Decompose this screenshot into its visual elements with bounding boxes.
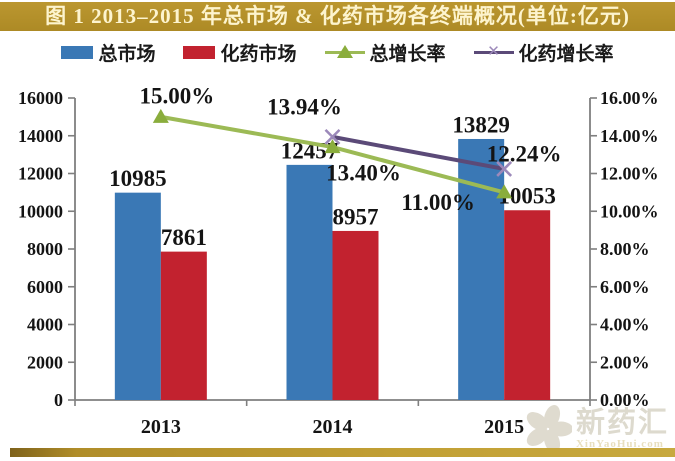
y-axis-tick-label: 12000 — [18, 164, 63, 184]
triangle-marker — [324, 139, 341, 154]
line-value-label: 13.40% — [326, 161, 401, 186]
x-axis-category-label: 2013 — [141, 416, 181, 438]
watermark-domain: XinYaoHui.com — [575, 438, 664, 450]
legend-item-1: 化药市场 — [183, 39, 297, 66]
legend-label: 总市场 — [98, 43, 156, 65]
line-value-label: 11.00% — [401, 190, 474, 215]
bar-value-label: 10985 — [109, 166, 167, 191]
bar — [504, 210, 551, 400]
bar-value-label: 13829 — [452, 112, 510, 137]
bottom-gold-strip — [10, 448, 675, 457]
legend-swatch-square-icon — [61, 45, 94, 59]
bar-value-label: 7861 — [161, 225, 207, 250]
y-axis-tick-label: 14000 — [18, 126, 63, 146]
legend-item-3: ✕ 化药增长率 — [473, 39, 614, 66]
triangle-marker — [496, 184, 513, 199]
y2-axis-tick-label: 16.00% — [600, 88, 659, 108]
legend-line — [473, 50, 514, 54]
y2-axis-tick-label: 12.00% — [600, 164, 659, 184]
legend-label: 化药市场 — [220, 43, 297, 65]
y2-axis-tick-label: 10.00% — [600, 201, 659, 221]
watermark-text: 新药汇 XinYaoHui.com — [576, 408, 669, 450]
watermark: 新药汇 XinYaoHui.com — [524, 405, 669, 453]
legend-x-line-icon: ✕ — [473, 42, 514, 61]
legend-item-2: 总增长率 — [324, 39, 446, 66]
x-axis-category-label: 2015 — [484, 416, 524, 438]
watermark-flower-icon — [526, 405, 572, 453]
chart-title-bar: 图 1 2013–2015 年总市场 & 化药市场各终端概况(单位:亿元) — [0, 2, 675, 31]
line-value-label: 12.24% — [487, 141, 562, 166]
y2-axis-tick-label: 4.00% — [600, 315, 650, 335]
legend-triangle-marker — [336, 45, 353, 58]
legend-item-0: 总市场 — [61, 39, 155, 66]
x-marker — [496, 161, 513, 177]
y-axis-tick-label: 8000 — [27, 239, 63, 259]
y2-axis-tick-label: 6.00% — [600, 277, 650, 297]
bar — [286, 164, 333, 400]
legend-x-marker: ✕ — [487, 42, 500, 60]
y-axis-tick-label: 4000 — [27, 315, 63, 335]
y-axis-tick-label: 0 — [54, 390, 63, 410]
line-value-label: 13.94% — [267, 94, 342, 119]
legend-triangle-line-icon — [324, 43, 365, 61]
legend-swatch-square-icon — [183, 45, 216, 59]
bar — [114, 192, 161, 400]
triangle-marker — [152, 108, 169, 123]
legend-label: 化药增长率 — [518, 43, 614, 65]
x-marker — [324, 128, 341, 145]
y2-axis-tick-label: 0.00% — [600, 390, 650, 410]
y-axis-tick-label: 6000 — [27, 277, 63, 297]
bar — [160, 251, 207, 400]
chart-title: 图 1 2013–2015 年总市场 & 化药市场各终端概况(单位:亿元) — [45, 4, 630, 28]
y2-axis-tick-label: 14.00% — [600, 126, 659, 146]
y-axis-tick-label: 10000 — [18, 201, 63, 221]
y2-axis-tick-label: 2.00% — [600, 352, 650, 372]
line-series — [332, 134, 505, 171]
x-axis-category-label: 2014 — [313, 416, 353, 438]
watermark-name: 新药汇 — [575, 407, 669, 439]
line-value-label: 15.00% — [139, 83, 214, 108]
bar — [332, 230, 379, 400]
bar-value-label: 8957 — [333, 204, 379, 229]
chart-legend: 总市场 化药市场 总增长率 ✕ 化药增长率 — [0, 39, 675, 65]
legend-label: 总增长率 — [369, 43, 446, 65]
y-axis-tick-label: 2000 — [27, 352, 63, 372]
y2-axis-tick-label: 8.00% — [600, 239, 650, 259]
y-axis-tick-label: 16000 — [18, 88, 63, 108]
bar — [458, 138, 505, 400]
